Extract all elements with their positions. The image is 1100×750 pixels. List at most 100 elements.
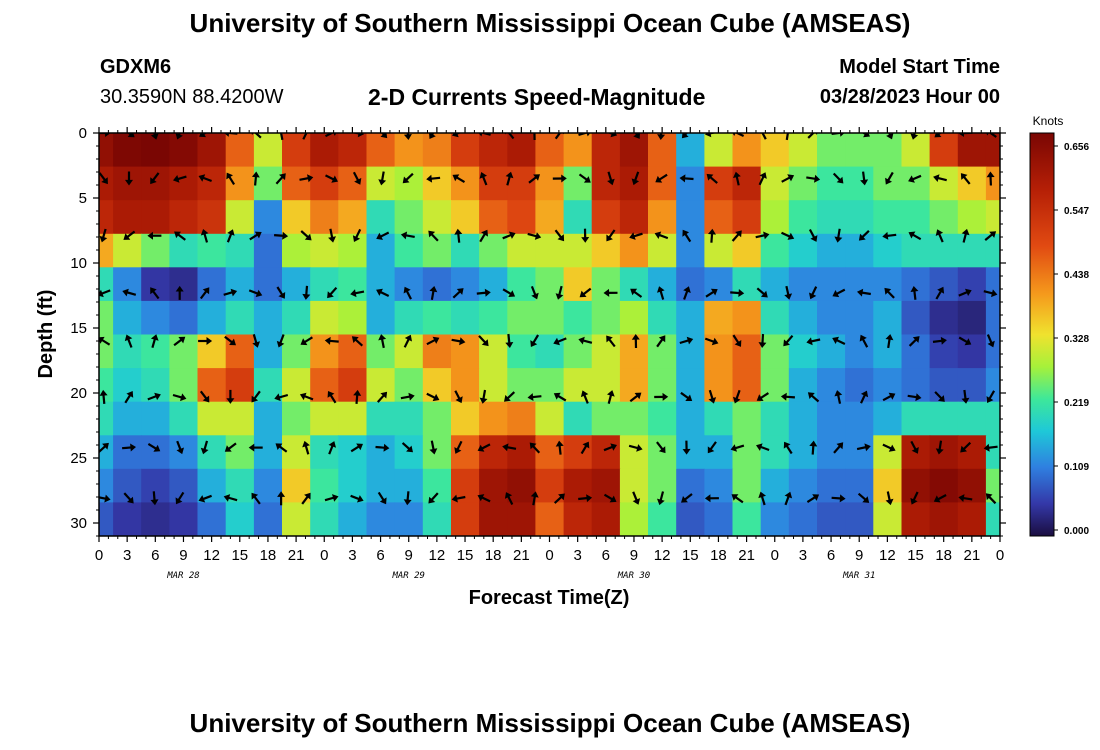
current-arrow bbox=[707, 441, 717, 454]
current-arrow bbox=[376, 231, 390, 240]
heatmap-cell bbox=[422, 200, 452, 235]
current-arrow bbox=[758, 333, 767, 348]
current-arrow bbox=[934, 391, 945, 402]
heatmap-cell bbox=[338, 368, 368, 403]
heatmap-cell bbox=[957, 401, 987, 436]
current-arrow bbox=[607, 171, 615, 186]
current-arrow bbox=[986, 334, 995, 348]
heatmap-cell bbox=[732, 502, 762, 536]
heatmap-cell bbox=[310, 267, 339, 302]
current-arrow bbox=[708, 228, 716, 243]
heatmap-cell bbox=[648, 401, 677, 436]
current-arrow bbox=[933, 494, 947, 503]
current-arrow bbox=[885, 334, 894, 349]
current-arrow bbox=[554, 229, 565, 242]
heatmap-cell bbox=[985, 300, 1000, 336]
current-arrow bbox=[251, 492, 261, 505]
heatmap-cell bbox=[535, 166, 565, 201]
x-tick-label: 3 bbox=[799, 547, 807, 564]
current-arrow bbox=[961, 389, 970, 404]
heatmap-cell bbox=[760, 300, 790, 336]
colorbar: Knots 0.656 0.547 0.438 0.328 0.219 0.109 0.00… bbox=[1029, 114, 1089, 537]
current-arrow bbox=[200, 440, 209, 455]
current-arrow bbox=[502, 288, 516, 297]
current-arrow bbox=[580, 390, 589, 404]
current-arrow bbox=[680, 391, 693, 401]
heatmap-cell bbox=[788, 334, 818, 369]
current-arrow bbox=[783, 334, 794, 347]
current-arrow bbox=[985, 493, 997, 505]
heatmap-cell bbox=[704, 368, 734, 403]
heatmap-cell bbox=[366, 401, 396, 436]
heatmap-cell bbox=[985, 166, 1000, 201]
heatmap-cell bbox=[760, 166, 790, 201]
current-arrow bbox=[198, 337, 213, 345]
current-arrow bbox=[479, 389, 488, 404]
heatmap-cell bbox=[113, 334, 142, 369]
heatmap-cell bbox=[422, 267, 452, 302]
current-arrow bbox=[224, 335, 236, 346]
current-arrow bbox=[553, 493, 565, 504]
current-arrow bbox=[856, 443, 871, 452]
current-arrow bbox=[174, 231, 186, 241]
current-arrow bbox=[377, 491, 387, 505]
heatmap-cell bbox=[197, 200, 227, 235]
heatmap-cell bbox=[535, 200, 565, 235]
x-tick-label: 18 bbox=[710, 547, 727, 564]
heatmap-cell bbox=[141, 401, 170, 436]
heatmap-cell bbox=[394, 166, 424, 201]
current-arrow bbox=[251, 171, 260, 186]
heatmap-cell bbox=[113, 502, 142, 536]
current-arrow bbox=[124, 391, 134, 404]
x-tick-label: 9 bbox=[405, 547, 413, 564]
current-arrow bbox=[910, 133, 919, 140]
current-arrow bbox=[248, 289, 263, 298]
current-arrow bbox=[731, 230, 742, 242]
heatmap-cell bbox=[310, 200, 339, 235]
heatmap-cell bbox=[957, 435, 987, 470]
y-tick-label: 25 bbox=[70, 450, 87, 467]
heatmap-cell bbox=[817, 133, 846, 168]
current-arrow bbox=[527, 393, 542, 401]
heatmap-cell bbox=[929, 267, 959, 302]
heatmap-cell bbox=[99, 468, 114, 503]
current-arrow bbox=[452, 288, 464, 299]
heatmap-cell bbox=[310, 435, 339, 470]
heatmap-cell bbox=[873, 267, 903, 302]
current-arrow bbox=[123, 230, 136, 240]
current-arrow bbox=[933, 174, 947, 182]
current-arrow bbox=[784, 285, 793, 300]
heatmap-cell bbox=[788, 300, 818, 336]
y-tick-label: 15 bbox=[70, 320, 87, 337]
heatmap-cell bbox=[225, 435, 255, 470]
current-arrow bbox=[476, 288, 491, 297]
current-arrow bbox=[224, 442, 237, 452]
current-arrow bbox=[935, 229, 944, 243]
current-arrow bbox=[275, 443, 288, 453]
y-axis: 0 5 10 15 20 25 30 bbox=[70, 125, 1006, 537]
heatmap-cell bbox=[394, 300, 424, 336]
current-arrow bbox=[910, 491, 919, 505]
x-tick-label: 12 bbox=[203, 547, 220, 564]
heatmap-cell bbox=[253, 334, 283, 369]
heatmap-cell bbox=[648, 435, 677, 470]
heatmap-cell bbox=[394, 401, 424, 436]
heatmap-cell bbox=[619, 334, 649, 369]
current-arrow bbox=[502, 231, 516, 240]
current-arrow bbox=[380, 133, 388, 139]
current-arrow bbox=[857, 288, 871, 297]
heatmap-cell bbox=[99, 435, 114, 470]
current-arrow bbox=[730, 444, 745, 452]
heatmap-cell bbox=[282, 334, 311, 369]
current-arrow bbox=[882, 443, 896, 452]
current-arrow bbox=[832, 288, 846, 298]
current-arrow bbox=[657, 286, 665, 300]
current-arrow bbox=[302, 285, 311, 300]
current-arrow bbox=[657, 133, 666, 140]
current-arrow bbox=[809, 286, 818, 300]
x-tick-label: 15 bbox=[682, 547, 699, 564]
heatmap-cell bbox=[225, 267, 255, 302]
heatmap-cell bbox=[591, 133, 621, 168]
heatmap-cell bbox=[169, 166, 199, 201]
current-arrow bbox=[324, 336, 339, 345]
